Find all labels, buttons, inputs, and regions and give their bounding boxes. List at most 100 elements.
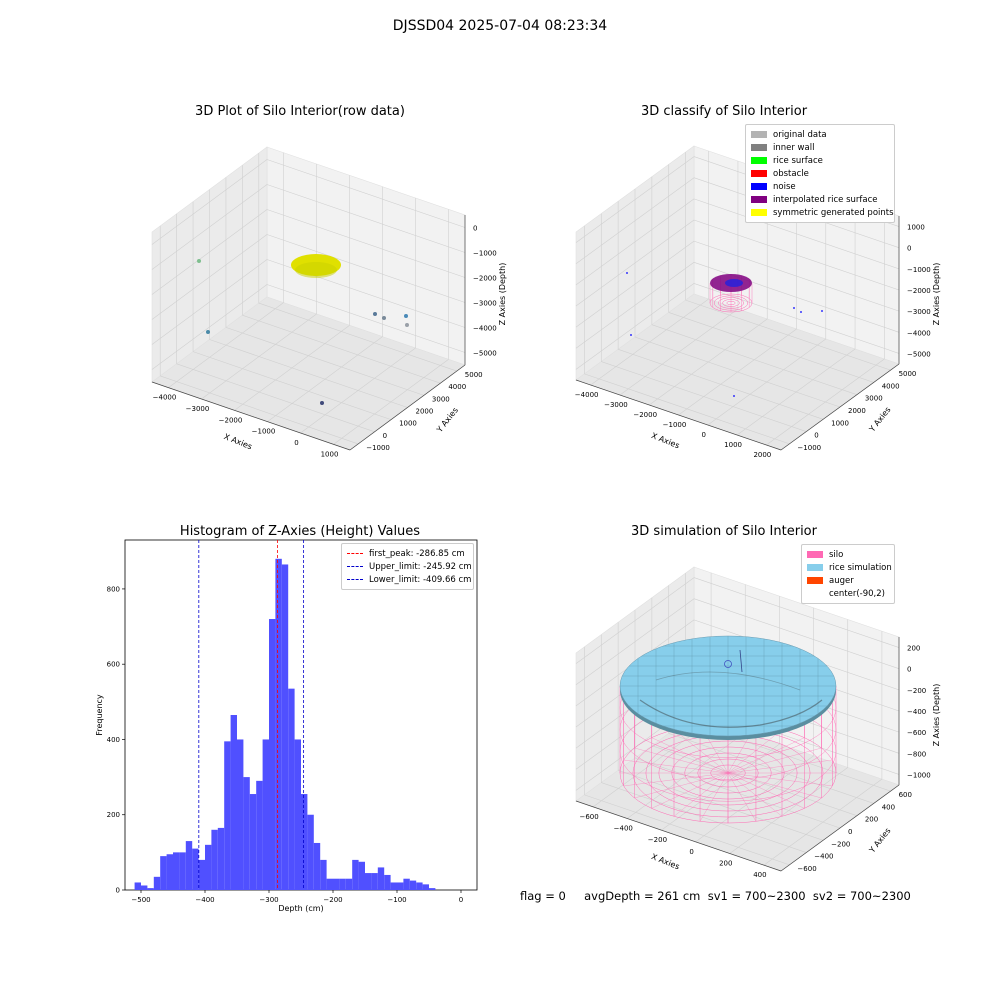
rice-point-cloud-shade xyxy=(295,262,337,278)
histogram-bar xyxy=(365,873,372,890)
plot3-title: Histogram of Z-Axies (Height) Values xyxy=(179,524,421,539)
y-axis-label: Y Axies xyxy=(434,406,460,435)
y-tick-label: −200 xyxy=(831,840,850,848)
grid-line xyxy=(176,363,375,433)
grid-line xyxy=(668,733,874,804)
legend-original-data: original data xyxy=(751,128,889,141)
z-tick-label: −3000 xyxy=(907,308,931,316)
grid-line xyxy=(151,259,268,345)
histogram-bar xyxy=(211,829,218,890)
grid-line xyxy=(693,219,900,291)
histogram-bar xyxy=(134,882,141,890)
grid-line xyxy=(266,184,466,253)
legend-auger: auger xyxy=(807,574,889,587)
legend-swatch xyxy=(751,209,767,216)
legend-upper-limit: Upper_limit: -245.92 cm xyxy=(347,560,472,573)
x-axis-label: X Axies xyxy=(223,432,254,451)
grid-line xyxy=(266,284,466,353)
y-axis-label: Y Axies xyxy=(867,826,893,855)
noise-point xyxy=(821,310,823,312)
grid-line xyxy=(575,577,695,664)
z-tick-label: −1000 xyxy=(907,266,931,274)
histogram-bar xyxy=(147,888,154,890)
x-tick-label: 0 xyxy=(689,848,693,856)
silo-floor-spoke xyxy=(727,772,805,809)
legend-swatch xyxy=(751,196,767,203)
grid-line xyxy=(151,284,268,370)
x-axis-label: Depth (cm) xyxy=(278,904,323,913)
legend-swatch xyxy=(807,551,823,558)
y-tick-label: 3000 xyxy=(865,395,883,403)
histogram-bar xyxy=(160,856,167,890)
silo-floor-spoke xyxy=(673,772,729,817)
histogram-bar xyxy=(205,844,212,890)
histogram-bar xyxy=(275,558,282,890)
y-axis-line xyxy=(349,364,466,451)
y-tick-label: 0 xyxy=(116,887,120,895)
y-axis-label: Y Axies xyxy=(867,405,893,434)
histogram-bar xyxy=(429,888,436,890)
histogram-bar xyxy=(390,882,397,890)
x-tick-label: 0 xyxy=(459,896,463,904)
status-footer: flag = 0 avgDepth = 261 cm sv1 = 700~230… xyxy=(520,889,911,903)
legend-line xyxy=(347,553,363,554)
legend-swatch xyxy=(807,564,823,571)
histogram-bar xyxy=(301,794,308,890)
z-tick-label: −5000 xyxy=(907,350,931,358)
legend-noise: noise xyxy=(751,180,889,193)
grid-line xyxy=(575,262,695,349)
grid-line xyxy=(266,159,466,228)
histogram-bar xyxy=(422,884,429,890)
grid-line xyxy=(601,782,807,853)
silo-floor-spoke xyxy=(651,737,729,774)
histogram-bar xyxy=(294,739,301,890)
legend-swatch xyxy=(751,157,767,164)
histogram-bar xyxy=(352,859,359,890)
histogram-bar xyxy=(192,848,199,890)
silo-floor-spoke xyxy=(727,772,757,822)
y-tick-label: 1000 xyxy=(831,419,849,427)
legend-swatch xyxy=(807,577,823,584)
legend-swatch xyxy=(751,183,767,190)
grid-line xyxy=(266,234,466,303)
histogram-bar xyxy=(397,882,404,890)
x-tick-label: 200 xyxy=(719,860,732,868)
y-tick-label: −1000 xyxy=(366,444,390,452)
plot4-title: 3D simulation of Silo Interior xyxy=(631,524,817,539)
silo-floor-spoke xyxy=(727,772,833,787)
rice-surface-contour xyxy=(639,699,823,728)
raw-data-point xyxy=(404,314,408,318)
x-tick-label: −400 xyxy=(614,825,633,833)
legend-interpolated-surface: interpolated rice surface xyxy=(751,193,889,206)
y-tick-label: 5000 xyxy=(899,370,917,378)
legend-obstacle: obstacle xyxy=(751,167,889,180)
x-tick-label: 2000 xyxy=(753,451,771,459)
silo-floor-spoke xyxy=(673,729,729,774)
grid-line xyxy=(192,351,392,420)
histogram-bar xyxy=(237,739,244,890)
center-marker xyxy=(724,660,732,668)
noise-point xyxy=(793,307,795,309)
histogram-bar xyxy=(384,874,391,890)
noise-point xyxy=(626,272,628,274)
histogram-bar xyxy=(409,880,417,890)
y-tick-label: −400 xyxy=(814,853,833,861)
silo-floor-spoke xyxy=(623,772,729,787)
x-tick-label: 400 xyxy=(753,871,766,879)
y-tick-label: 600 xyxy=(107,661,120,669)
grid-line xyxy=(266,209,466,278)
z-tick-label: 0 xyxy=(907,666,911,674)
z-tick-label: −200 xyxy=(907,687,926,695)
silo-floor-spoke xyxy=(727,772,822,799)
raw-data-point xyxy=(382,316,386,320)
x-axis-line xyxy=(151,381,351,451)
y-tick-label: 4000 xyxy=(448,383,466,391)
x-tick-label: −4000 xyxy=(575,391,599,399)
grid-line xyxy=(584,373,790,445)
histogram-bar xyxy=(166,854,173,890)
histogram-bar xyxy=(173,852,180,890)
x-axis-line xyxy=(575,379,782,451)
histogram-bar xyxy=(198,859,205,890)
y-axis-label: Frequency xyxy=(95,694,104,736)
legend-lower-limit: Lower_limit: -409.66 cm xyxy=(347,573,471,586)
